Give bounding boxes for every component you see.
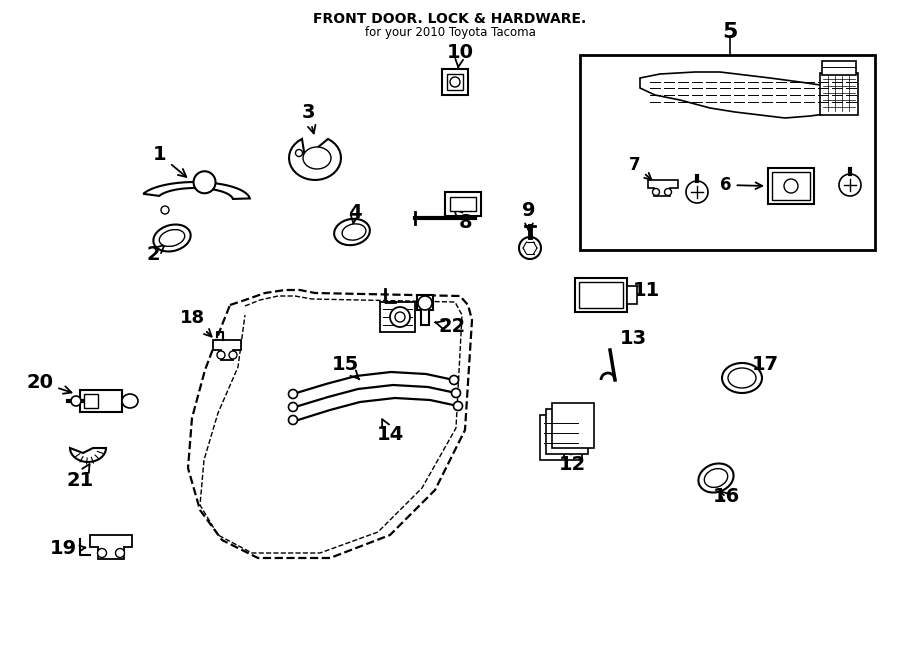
- Ellipse shape: [122, 394, 138, 408]
- Text: 4: 4: [348, 202, 362, 224]
- Circle shape: [217, 351, 225, 359]
- Circle shape: [161, 206, 169, 214]
- Text: 10: 10: [446, 44, 473, 68]
- Ellipse shape: [705, 469, 728, 487]
- Circle shape: [449, 375, 458, 385]
- Bar: [445, 192, 481, 216]
- Bar: [84, 394, 98, 408]
- Circle shape: [839, 174, 861, 196]
- Text: 18: 18: [180, 309, 211, 336]
- Ellipse shape: [159, 229, 184, 247]
- Text: 1: 1: [153, 145, 186, 177]
- Circle shape: [686, 181, 708, 203]
- Bar: [540, 415, 582, 460]
- Text: FRONT DOOR. LOCK & HARDWARE.: FRONT DOOR. LOCK & HARDWARE.: [313, 12, 587, 26]
- Circle shape: [519, 237, 541, 259]
- Text: 22: 22: [436, 317, 465, 336]
- Polygon shape: [648, 180, 678, 196]
- Ellipse shape: [153, 225, 191, 251]
- Text: 2: 2: [146, 245, 165, 264]
- Circle shape: [784, 179, 798, 193]
- Circle shape: [452, 389, 461, 397]
- Text: 9: 9: [522, 200, 536, 231]
- Circle shape: [395, 312, 405, 322]
- Circle shape: [229, 351, 237, 359]
- Circle shape: [289, 389, 298, 399]
- Text: 11: 11: [629, 280, 660, 299]
- Text: 14: 14: [376, 419, 403, 444]
- Text: 21: 21: [67, 464, 94, 490]
- Bar: [822, 61, 856, 75]
- Polygon shape: [417, 295, 433, 325]
- Text: 13: 13: [620, 329, 647, 348]
- Circle shape: [664, 188, 671, 196]
- Ellipse shape: [728, 368, 756, 388]
- Circle shape: [289, 416, 298, 424]
- Bar: [80, 390, 122, 412]
- Bar: [820, 73, 858, 115]
- Bar: [442, 69, 468, 95]
- Bar: [552, 403, 594, 448]
- Bar: [450, 197, 476, 211]
- Circle shape: [97, 549, 106, 557]
- Ellipse shape: [334, 219, 370, 245]
- Polygon shape: [289, 139, 341, 180]
- Bar: [546, 409, 588, 454]
- Ellipse shape: [342, 224, 366, 240]
- Text: 16: 16: [713, 488, 740, 506]
- Text: 17: 17: [752, 356, 779, 375]
- Circle shape: [390, 307, 410, 327]
- Text: 5: 5: [723, 22, 738, 42]
- Ellipse shape: [303, 147, 331, 169]
- Bar: [380, 302, 415, 332]
- Circle shape: [71, 396, 81, 406]
- Bar: [772, 172, 810, 200]
- Circle shape: [450, 77, 460, 87]
- Circle shape: [652, 188, 660, 196]
- Circle shape: [418, 296, 432, 310]
- Ellipse shape: [722, 363, 762, 393]
- Circle shape: [454, 401, 463, 410]
- Bar: [579, 282, 623, 308]
- Text: 19: 19: [50, 539, 77, 557]
- Bar: [580, 55, 875, 250]
- Circle shape: [115, 549, 124, 557]
- Bar: [627, 286, 637, 304]
- Circle shape: [295, 149, 302, 157]
- Bar: [768, 168, 814, 204]
- Text: 8: 8: [454, 209, 472, 231]
- Polygon shape: [640, 72, 855, 118]
- Bar: [447, 74, 463, 90]
- Text: 20: 20: [26, 373, 71, 394]
- Polygon shape: [213, 340, 241, 360]
- Circle shape: [289, 403, 298, 412]
- Polygon shape: [70, 448, 106, 462]
- Polygon shape: [90, 535, 132, 559]
- Text: for your 2010 Toyota Tacoma: for your 2010 Toyota Tacoma: [364, 26, 536, 39]
- Ellipse shape: [698, 463, 733, 492]
- Text: 6: 6: [720, 176, 762, 194]
- Text: 7: 7: [629, 156, 652, 180]
- Polygon shape: [143, 182, 250, 199]
- Bar: [575, 278, 627, 312]
- Text: 12: 12: [558, 449, 586, 475]
- Ellipse shape: [194, 171, 216, 193]
- Text: 15: 15: [331, 356, 359, 379]
- Text: 3: 3: [302, 102, 316, 134]
